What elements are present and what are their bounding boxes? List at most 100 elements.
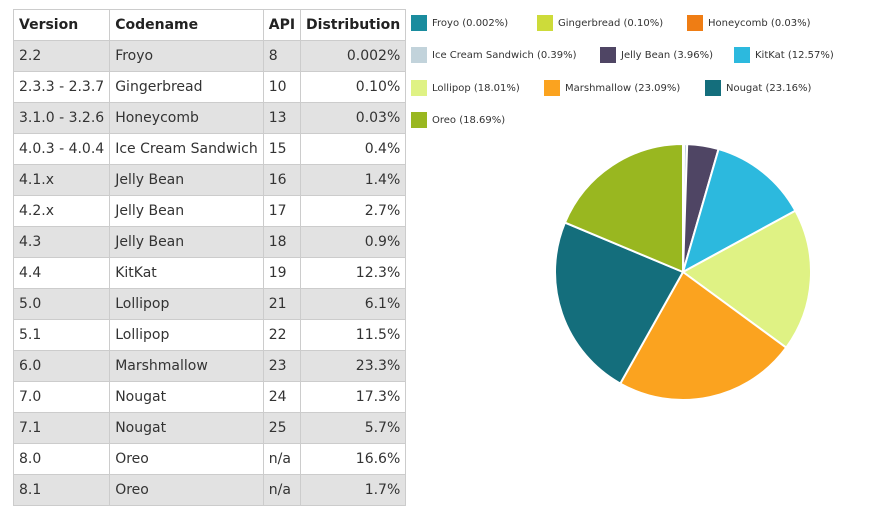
- legend-item: Gingerbread (0.10%): [537, 13, 663, 33]
- cell-codename: Jelly Bean: [109, 226, 264, 258]
- cell-codename: Lollipop: [109, 288, 264, 320]
- legend-item: Ice Cream Sandwich (0.39%): [411, 45, 577, 65]
- cell-codename: KitKat: [109, 257, 264, 289]
- cell-api: 25: [262, 412, 302, 444]
- cell-api: 13: [262, 102, 302, 134]
- cell-codename: Lollipop: [109, 319, 264, 351]
- legend-swatch: [687, 15, 703, 31]
- cell-version: 4.2.x: [12, 195, 111, 227]
- cell-distribution: 0.03%: [300, 102, 407, 134]
- cell-version: 7.0: [12, 381, 111, 413]
- pie-slice-oreo: [563, 145, 684, 273]
- table-row: 4.3 Jelly Bean 18 0.9%: [12, 226, 407, 258]
- legend-swatch: [411, 47, 427, 63]
- cell-codename: Jelly Bean: [109, 195, 264, 227]
- cell-codename: Froyo: [109, 40, 264, 72]
- table-row: 6.0 Marshmallow 23 23.3%: [12, 350, 407, 382]
- cell-version: 2.2: [12, 40, 111, 72]
- cell-api: 24: [262, 381, 302, 413]
- cell-api: 10: [262, 71, 302, 103]
- table-row: 5.0 Lollipop 21 6.1%: [12, 288, 407, 320]
- cell-distribution: 2.7%: [300, 195, 407, 227]
- pie-slice-lollipop: [682, 209, 812, 349]
- legend-swatch: [705, 80, 721, 96]
- legend-label: Jelly Bean (3.96%): [621, 49, 713, 61]
- legend-label: KitKat (12.57%): [755, 49, 834, 61]
- cell-codename: Jelly Bean: [109, 164, 264, 196]
- table-row: 8.1 Oreo n/a 1.7%: [12, 474, 407, 506]
- cell-api: 22: [262, 319, 302, 351]
- cell-distribution: 0.4%: [300, 133, 407, 165]
- table-row: 5.1 Lollipop 22 11.5%: [12, 319, 407, 351]
- legend-label: Lollipop (18.01%): [432, 82, 520, 94]
- table-row: 4.1.x Jelly Bean 16 1.4%: [12, 164, 407, 196]
- cell-version: 4.0.3 - 4.0.4: [12, 133, 111, 165]
- cell-api: 23: [262, 350, 302, 382]
- cell-distribution: 0.10%: [300, 71, 407, 103]
- table-header-row: Version Codename API Distribution: [12, 9, 407, 41]
- legend-label: Honeycomb (0.03%): [708, 17, 811, 29]
- cell-codename: Oreo: [109, 474, 264, 506]
- cell-api: n/a: [262, 443, 302, 475]
- cell-distribution: 11.5%: [300, 319, 407, 351]
- cell-distribution: 17.3%: [300, 381, 407, 413]
- cell-version: 6.0: [12, 350, 111, 382]
- cell-distribution: 16.6%: [300, 443, 407, 475]
- legend-swatch: [734, 47, 750, 63]
- legend-swatch: [411, 112, 427, 128]
- cell-api: 16: [262, 164, 302, 196]
- legend-swatch: [411, 80, 427, 96]
- cell-distribution: 23.3%: [300, 350, 407, 382]
- cell-codename: Nougat: [109, 381, 264, 413]
- header-version: Version: [12, 9, 111, 41]
- cell-codename: Marshmallow: [109, 350, 264, 382]
- cell-api: n/a: [262, 474, 302, 506]
- cell-version: 4.1.x: [12, 164, 111, 196]
- cell-distribution: 1.7%: [300, 474, 407, 506]
- legend-swatch: [544, 80, 560, 96]
- cell-api: 17: [262, 195, 302, 227]
- table-row: 8.0 Oreo n/a 16.6%: [12, 443, 407, 475]
- table-row: 3.1.0 - 3.2.6 Honeycomb 13 0.03%: [12, 102, 407, 134]
- legend-label: Froyo (0.002%): [432, 17, 509, 29]
- cell-codename: Ice Cream Sandwich: [109, 133, 264, 165]
- legend-item: Marshmallow (23.09%): [544, 78, 680, 98]
- cell-version: 5.0: [12, 288, 111, 320]
- cell-distribution: 6.1%: [300, 288, 407, 320]
- table-row: 7.0 Nougat 24 17.3%: [12, 381, 407, 413]
- cell-version: 3.1.0 - 3.2.6: [12, 102, 111, 134]
- header-distribution: Distribution: [300, 9, 407, 41]
- cell-version: 5.1: [12, 319, 111, 351]
- table-body: 2.2 Froyo 8 0.002% 2.3.3 - 2.3.7 Gingerbread 1…: [12, 40, 407, 506]
- header-codename: Codename: [109, 9, 264, 41]
- legend-swatch: [411, 15, 427, 31]
- cell-version: 8.0: [12, 443, 111, 475]
- legend-label: Nougat (23.16%): [726, 82, 812, 94]
- cell-api: 21: [262, 288, 302, 320]
- legend-item: Lollipop (18.01%): [411, 78, 520, 98]
- cell-api: 8: [262, 40, 302, 72]
- legend-label: Oreo (18.69%): [432, 114, 506, 126]
- pie-slice-marshmallow: [619, 271, 788, 401]
- table-row: 7.1 Nougat 25 5.7%: [12, 412, 407, 444]
- table-row: 4.2.x Jelly Bean 17 2.7%: [12, 195, 407, 227]
- legend-label: Ice Cream Sandwich (0.39%): [432, 49, 577, 61]
- cell-codename: Oreo: [109, 443, 264, 475]
- header-api: API: [262, 9, 302, 41]
- pie-slice-nougat: [554, 221, 684, 385]
- cell-version: 4.4: [12, 257, 111, 289]
- legend-swatch: [537, 15, 553, 31]
- legend-item: Jelly Bean (3.96%): [600, 45, 713, 65]
- cell-distribution: 0.002%: [300, 40, 407, 72]
- legend-swatch: [600, 47, 616, 63]
- legend-item: KitKat (12.57%): [734, 45, 834, 65]
- cell-distribution: 12.3%: [300, 257, 407, 289]
- legend-label: Marshmallow (23.09%): [565, 82, 681, 94]
- table-row: 2.3.3 - 2.3.7 Gingerbread 10 0.10%: [12, 71, 407, 103]
- android-versions-table: Version Codename API Distribution 2.2 Fro…: [12, 9, 407, 506]
- pie-chart: [554, 145, 812, 401]
- legend-item: Honeycomb (0.03%): [687, 13, 811, 33]
- table-row: 4.4 KitKat 19 12.3%: [12, 257, 407, 289]
- cell-version: 8.1: [12, 474, 111, 506]
- cell-version: 7.1: [12, 412, 111, 444]
